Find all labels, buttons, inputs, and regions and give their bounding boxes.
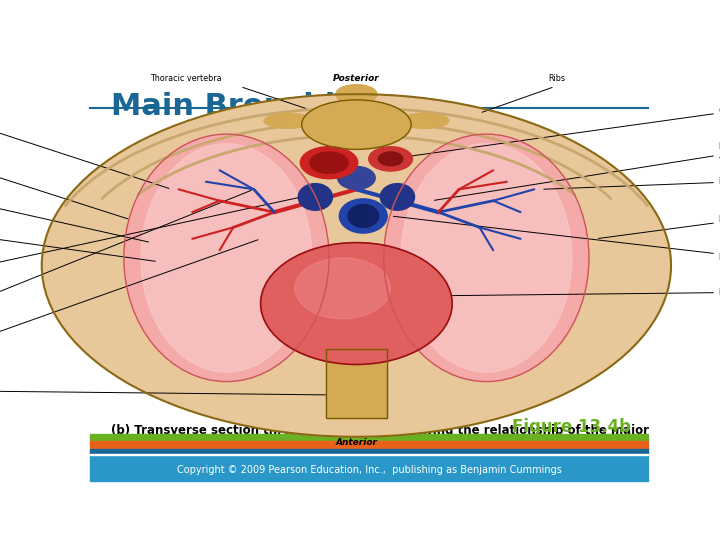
Circle shape	[378, 152, 403, 166]
Ellipse shape	[141, 144, 312, 372]
Text: Right pulmonary
artery: Right pulmonary artery	[0, 191, 251, 317]
Ellipse shape	[401, 144, 572, 372]
Ellipse shape	[348, 205, 379, 227]
Bar	[90, 449, 648, 454]
Circle shape	[310, 152, 348, 173]
Bar	[325, 349, 387, 418]
Ellipse shape	[338, 166, 375, 190]
Circle shape	[369, 147, 413, 171]
Ellipse shape	[336, 85, 377, 104]
Ellipse shape	[339, 199, 387, 233]
Text: Heart (in mediastinum): Heart (in mediastinum)	[428, 288, 720, 296]
Ellipse shape	[380, 184, 415, 210]
Text: Sternum: Sternum	[0, 387, 326, 396]
Text: Right pulmonary
vein: Right pulmonary vein	[0, 240, 258, 355]
Text: (b) Transverse section through the thorax, showing the relationship of the major: (b) Transverse section through the thora…	[111, 424, 649, 455]
Ellipse shape	[302, 100, 411, 150]
Text: Parietal pleura: Parietal pleura	[0, 162, 128, 219]
Text: Esophagus
(in posterior mediastinum): Esophagus (in posterior mediastinum)	[393, 96, 720, 158]
Text: Anterior: Anterior	[336, 438, 377, 447]
Text: Root of lung
at hilum: Root of lung at hilum	[434, 141, 720, 200]
Ellipse shape	[295, 258, 390, 319]
Bar	[325, 349, 387, 418]
Bar	[90, 434, 648, 441]
Circle shape	[300, 147, 358, 179]
Ellipse shape	[298, 184, 333, 210]
Text: Visceral pleura: Visceral pleura	[0, 196, 148, 242]
Ellipse shape	[384, 134, 589, 382]
Text: Right primary
bronchus: Right primary bronchus	[0, 198, 299, 279]
Ellipse shape	[124, 134, 329, 382]
Ellipse shape	[401, 113, 449, 129]
Text: Figure 13.4b: Figure 13.4b	[512, 418, 631, 436]
Text: Thoracic vertebra: Thoracic vertebra	[150, 75, 221, 83]
Text: Copyright © 2009 Pearson Education, Inc.,  publishing as Benjamin Cummings: Copyright © 2009 Pearson Education, Inc.…	[176, 465, 562, 475]
Bar	[90, 454, 648, 481]
Ellipse shape	[42, 94, 671, 437]
Bar	[90, 441, 648, 450]
Ellipse shape	[264, 113, 312, 129]
Text: Main Bronchi: Main Bronchi	[111, 92, 336, 121]
Text: Pleural cavity: Pleural cavity	[0, 231, 156, 261]
Text: Ribs: Ribs	[548, 75, 565, 83]
Bar	[90, 454, 648, 455]
Ellipse shape	[261, 242, 452, 364]
Text: Left lung: Left lung	[544, 177, 720, 189]
Text: Body wall: Body wall	[598, 215, 720, 239]
Text: Posterior: Posterior	[333, 75, 379, 83]
Text: Right lung: Right lung	[0, 120, 169, 188]
Text: Pulmonary trunk: Pulmonary trunk	[393, 217, 720, 262]
